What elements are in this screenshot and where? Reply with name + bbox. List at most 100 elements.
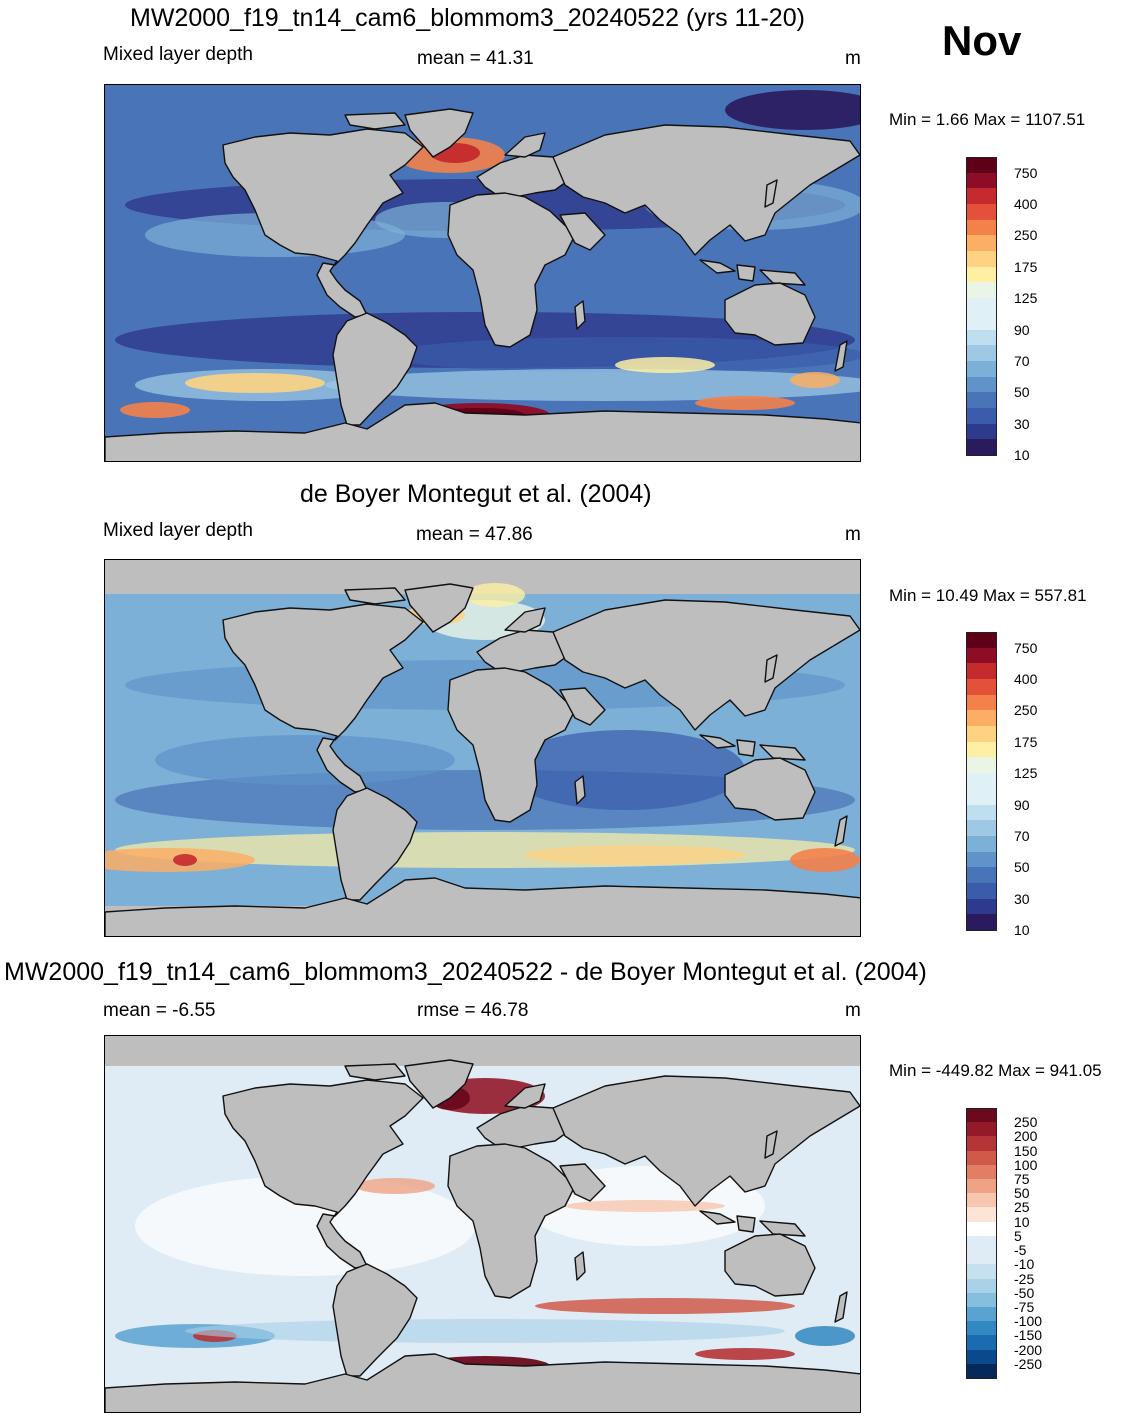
colorbar-swatch [966,757,997,774]
continent-1 [404,1059,474,1109]
continent-5 [504,132,546,158]
panel-2-map [104,559,861,937]
nordic-moderate [465,583,525,607]
map-svg [105,1036,860,1412]
continent-13 [834,1291,848,1323]
land [105,583,860,936]
continent-3 [332,312,418,426]
colorbar-tick-label: -250 [1014,1355,1043,1372]
continent-2 [344,112,406,130]
colorbar-tick-label: 10 [1014,922,1030,938]
continent-14 [105,877,860,936]
continent-3 [332,787,418,901]
colorbar-tick-label: 30 [1014,415,1030,432]
colorbar-tick-label: 400 [1014,671,1038,688]
indian-positive-band [565,1200,725,1212]
continent-10 [764,1130,778,1159]
colorbar-tick-label: 100 [1014,1156,1038,1173]
colorbar-swatch [966,439,997,456]
panel-2-mean: mean = 47.86 [416,524,533,545]
colorbar-swatch [966,188,997,205]
colorbar-tick-label: 175 [1014,733,1038,750]
colorbar-swatch [966,851,997,868]
colorbar-swatch [966,1306,997,1322]
land [105,108,860,461]
south-aus-deep [695,396,795,410]
colorbar-tick-label: 30 [1014,890,1030,907]
continent-8 [559,212,606,251]
continent-10 [764,654,778,683]
panel-1-variable-label: Mixed layer depth [103,44,253,65]
colorbar-tick-label: 750 [1014,164,1038,181]
colorbar-tick-label: -100 [1014,1313,1043,1330]
colorbar-tick-label: 75 [1014,1171,1030,1188]
southern-ocean-light [325,369,860,401]
colorbar-tick-label: 70 [1014,827,1030,844]
continent-11 [699,734,806,761]
colorbar-swatch [966,679,997,696]
continent-13 [834,815,848,847]
panel-2-units: m [845,524,861,545]
colorbar-tick-label: 125 [1014,765,1038,782]
colorbar-swatch [966,741,997,759]
colorbar-tick-label: 10 [1014,1213,1030,1230]
colorbar-swatch [966,710,997,727]
colorbar-tick-label: 250 [1014,227,1038,244]
colorbar-tick-label: 25 [1014,1199,1030,1216]
colorbar-swatch [966,266,997,284]
continent-1 [404,108,474,158]
colorbar-swatch [966,1321,997,1336]
colorbar-swatch [966,235,997,252]
colorbar-swatch [966,1349,997,1365]
colorbar-swatch [966,788,997,806]
continent-11 [699,259,806,286]
panel-1-map [104,84,861,462]
colorbar-swatch [966,820,997,837]
continent-8 [559,687,606,726]
continent-11 [699,1210,806,1237]
continent-1 [404,583,474,633]
continent-5 [504,607,546,633]
colorbar-swatch [966,804,997,821]
colorbar-tick-label: -150 [1014,1327,1043,1344]
colorbar-swatch [966,773,997,790]
panel-3-units: m [845,1000,861,1021]
colorbar-swatch [966,251,997,268]
continent-5 [504,1083,546,1109]
continent-0 [222,603,424,793]
colorbar-tick-label: 200 [1014,1128,1038,1145]
colorbar-tick-label: 400 [1014,196,1038,213]
colorbar-swatch [966,1136,997,1152]
continent-12 [724,282,816,346]
colorbar-swatch [966,898,997,915]
colorbar-swatch [966,157,997,174]
colorbar-swatch [966,1207,997,1223]
continent-10 [764,179,778,208]
continent-7 [574,1251,586,1281]
continent-8 [559,1163,606,1202]
colorbar-tick-label: 5 [1014,1227,1022,1244]
colorbar-swatch [966,219,997,237]
continent-7 [574,775,586,805]
colorbar-swatch [966,867,997,884]
month-label: Nov [942,17,1022,64]
colorbar-tick-label: -25 [1014,1270,1035,1287]
colorbar-swatch [966,172,997,189]
continent-6 [447,667,576,823]
map-svg [105,560,860,936]
colorbar-swatch [966,694,997,712]
colorbar-swatch [966,1150,997,1166]
sw-pac-deep [120,402,190,418]
colorbar-tick-label: 150 [1014,1142,1038,1159]
colorbar-tick-label: 125 [1014,290,1038,307]
colorbar-tick-label: 90 [1014,321,1030,338]
tropical-near-zero [135,1176,475,1276]
continent-9 [552,124,860,256]
colorbar-tick-label: 175 [1014,258,1038,275]
panel-3-mean: mean = -6.55 [103,1000,216,1021]
panel-2-variable-label: Mixed layer depth [103,520,253,541]
panel-2-minmax: Min = 10.49 Max = 557.81 [889,586,1087,605]
continent-6 [447,1143,576,1299]
colorbar-swatch [966,1278,997,1294]
colorbar-tick-label: 50 [1014,384,1030,401]
